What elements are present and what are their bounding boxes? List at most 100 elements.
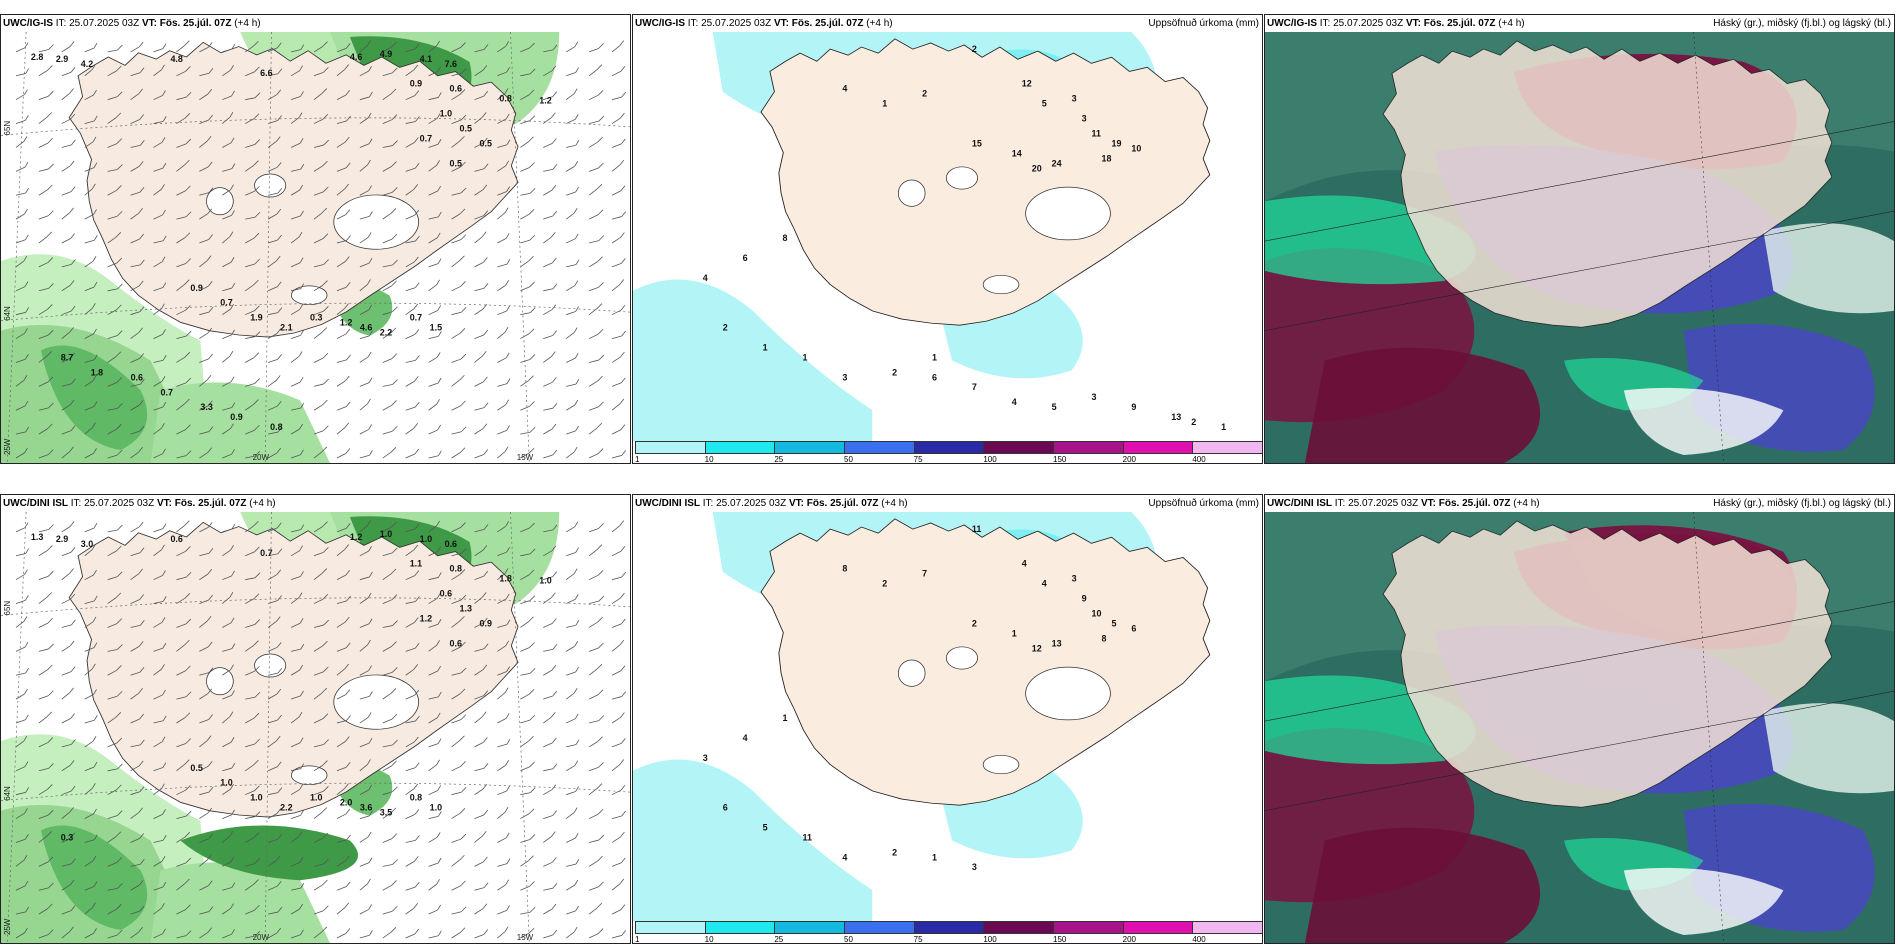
wind-barb-flag — [552, 449, 558, 456]
colorbar-swatch — [1122, 921, 1194, 934]
myrdalsjokull-glacier — [290, 765, 328, 786]
wind-barb-flag — [230, 376, 235, 382]
wind-barb — [84, 932, 94, 939]
wind-barb — [474, 215, 484, 220]
wind-barb-flag — [299, 423, 303, 430]
map-clouds[interactable] — [1265, 32, 1894, 463]
wind-barb — [451, 766, 461, 772]
map-wind-precip[interactable]: 2.8 2.9 4.2 4.8 4.6 4.9 4.1 7.6 6.6 0.9 0.6 0.8 1.2 1… — [1, 32, 630, 463]
wind-barb — [336, 527, 347, 533]
wind-barb — [245, 429, 255, 435]
wind-barb — [38, 70, 48, 77]
wind-barb-flag — [436, 879, 440, 885]
wind-barb — [313, 144, 324, 148]
wind-barb — [153, 120, 164, 124]
wind-barb — [589, 839, 599, 843]
map-accum-precip[interactable]: 2 12 4 1 2 5 3 3 11 19 10 18 24 20 14 15 8 6 4 2 1 1 3 2 6 7 4 5 3 9 1… — [633, 32, 1262, 441]
wind-barb-flag — [392, 187, 398, 193]
wind-barb — [15, 885, 26, 891]
wind-barb — [611, 717, 621, 724]
wind-barb-flag — [116, 138, 123, 144]
wind-barb-flag — [506, 139, 511, 145]
wind-barb-flag — [322, 113, 329, 120]
wind-barb-flag — [529, 787, 536, 794]
wind-barb — [336, 600, 347, 604]
wind-barb — [451, 47, 461, 53]
map-wind-precip[interactable]: 1.3 2.9 3.0 0.6 1.2 1.0 1.0 0.6 0.7 1.1 0.8 1.8 1.0 0… — [1, 512, 630, 943]
wind-barb-flag — [392, 620, 398, 626]
wind-barb — [428, 310, 438, 316]
precip-value-label: 4 — [1022, 559, 1027, 569]
precip-area — [1304, 827, 1541, 943]
wind-barb — [428, 815, 439, 819]
wind-barb — [222, 908, 231, 915]
wind-barb-flag — [162, 90, 166, 96]
lat-label-64n: 64N — [3, 306, 12, 321]
wind-barb — [176, 597, 186, 604]
wind-barb-flag — [345, 162, 351, 169]
wind-barb — [176, 190, 186, 196]
colorbar-tick-label: 25 — [774, 935, 784, 944]
wind-barb — [222, 355, 231, 363]
wind-barb — [451, 452, 461, 459]
wind-barb-flag — [24, 328, 28, 334]
wind-barb-flag — [505, 521, 510, 527]
wind-barb — [359, 284, 368, 292]
wind-barb-flag — [436, 759, 440, 766]
wind-barb-flag — [574, 353, 579, 359]
wind-barb — [474, 934, 484, 939]
precip-value-label: 3 — [1092, 392, 1097, 402]
wind-barb — [267, 94, 277, 101]
wind-barb — [611, 382, 622, 387]
wind-barb-flag — [483, 163, 489, 170]
precip-value-label: 24 — [1052, 158, 1062, 168]
wind-barb — [290, 669, 300, 676]
wind-barb — [543, 887, 554, 891]
wind-barb — [336, 286, 347, 292]
wind-barb-flag — [459, 255, 465, 262]
wind-barb-flag — [597, 375, 603, 382]
wind-barb-flag — [596, 422, 603, 429]
wind-barb — [130, 404, 140, 411]
wind-barb — [451, 911, 462, 915]
wind-barb-flag — [298, 711, 303, 718]
wind-barb-flag — [116, 690, 123, 697]
wind-barb — [15, 358, 26, 363]
wind-barb — [428, 284, 437, 292]
wind-barb-flag — [437, 139, 442, 145]
wind-barb — [130, 238, 140, 244]
wind-barb-flag — [528, 855, 534, 861]
wind-barb-flag — [392, 259, 398, 266]
map-accum-precip[interactable]: 11 4 8 2 7 4 3 9 10 5 6 8 13 12 1 2 1 4 3 6 5 11 4 2 1 3 — [633, 512, 1262, 921]
wind-barb — [130, 838, 140, 843]
wind-barb — [313, 285, 323, 292]
wind-barb-flag — [117, 644, 123, 650]
wind-barb — [451, 260, 460, 268]
wind-barb — [84, 766, 95, 772]
wind-barb-flag — [206, 615, 212, 622]
langjokull-glacier — [206, 667, 234, 696]
wind-barb-flag — [483, 737, 488, 743]
wind-barb — [451, 574, 461, 581]
colorbar-swatch — [635, 921, 706, 934]
wind-barb-flag — [344, 544, 349, 550]
vatnajokull-glacier — [333, 674, 420, 730]
wind-barb-flag — [552, 402, 558, 409]
wind-barb-flag — [25, 667, 29, 674]
colorbar-tick-label: 50 — [844, 455, 853, 464]
wind-barb-flag — [48, 882, 54, 889]
wind-barb-flag — [206, 255, 212, 261]
wind-barb-flag — [116, 91, 123, 98]
wind-barb — [405, 261, 415, 268]
wind-barb-flag — [573, 926, 578, 933]
wind-barb-flag — [185, 305, 191, 311]
precip-value-label: 4.6 — [350, 52, 362, 62]
wind-barb-flag — [138, 568, 143, 575]
wind-barb-flag — [369, 450, 373, 456]
wind-barb — [405, 406, 416, 411]
wind-barb-flag — [254, 904, 260, 911]
precip-value-label: 1.0 — [250, 793, 262, 803]
map-clouds[interactable] — [1265, 512, 1894, 943]
wind-barb — [520, 213, 530, 220]
wind-barb — [176, 883, 185, 891]
